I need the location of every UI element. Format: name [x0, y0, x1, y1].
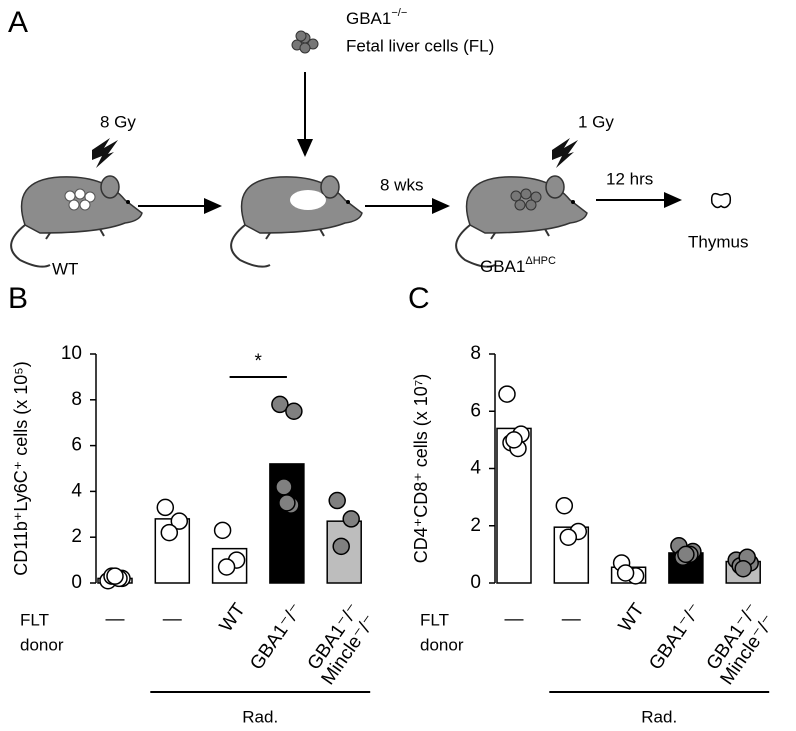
radiation-icon — [92, 138, 118, 168]
interval-label: 8 wks — [380, 175, 423, 194]
donor-label: GBA1−/− — [346, 7, 407, 29]
mouse-icon — [10, 175, 143, 268]
group-label: Rad. — [641, 707, 677, 726]
row-label: donor — [20, 635, 64, 654]
y-tick-label: 8 — [470, 343, 481, 364]
y-tick-label: 0 — [71, 572, 82, 593]
y-tick-label: 8 — [71, 389, 82, 410]
panel-label: A — [8, 6, 28, 39]
donor-cells: Fetal liver cells (FL) — [346, 36, 494, 55]
x-tick-label: — — [163, 609, 182, 630]
row-label: FLT — [420, 610, 449, 629]
y-tick-label: 6 — [71, 435, 82, 456]
chart-panel: B CD11b⁺Ly6C⁺ cells (x 10⁵) 0 2 4 6 8 10 — — WTGBA… — [8, 282, 381, 727]
recipient-label: WT — [52, 259, 78, 278]
data-point — [332, 537, 350, 556]
y-tick-label: 2 — [71, 526, 82, 547]
significance-label: * — [255, 351, 263, 372]
data-point — [213, 521, 232, 540]
data-point — [271, 395, 289, 414]
cells-icon — [510, 188, 542, 211]
data-point — [505, 431, 523, 449]
row-label: donor — [420, 635, 464, 654]
y-tick-label: 10 — [61, 343, 82, 364]
cells-icon — [290, 190, 326, 210]
x-tick-label: GBA1⁻/⁻ — [645, 600, 706, 674]
dose-label: 1 Gy — [578, 112, 614, 131]
data-point — [285, 402, 303, 420]
interval-label: 12 hrs — [606, 169, 653, 188]
model-label: GBA1ΔHPC — [480, 255, 556, 277]
data-point — [160, 523, 179, 542]
data-point — [278, 494, 296, 512]
data-point — [677, 545, 695, 564]
panel-label: B — [8, 282, 28, 315]
data-point — [217, 558, 236, 576]
row-label: FLT — [20, 610, 49, 629]
data-point — [616, 564, 635, 582]
y-axis-label: CD11b⁺Ly6C⁺ cells (x 10⁵) — [11, 361, 31, 576]
data-point — [170, 512, 189, 530]
data-point — [559, 528, 578, 546]
dose-label: 8 Gy — [100, 112, 136, 131]
data-point — [275, 478, 293, 496]
organ-label: Thymus — [688, 232, 748, 251]
x-tick-label: WT — [615, 599, 649, 636]
x-tick-label: GBA1⁻/⁻ — [246, 600, 307, 674]
thymus-icon — [710, 192, 732, 209]
cells-icon — [64, 188, 96, 211]
y-tick-label: 4 — [470, 458, 481, 479]
mouse-icon — [455, 175, 588, 268]
panel-label: C — [408, 282, 430, 315]
x-tick-label: — — [106, 609, 125, 630]
y-tick-label: 4 — [71, 480, 82, 501]
y-tick-label: 6 — [470, 400, 481, 421]
data-point — [328, 491, 346, 510]
data-point — [156, 498, 175, 517]
data-point — [342, 510, 360, 528]
data-point — [106, 567, 124, 585]
panel-a: A GBA1−/− Fetal liver cells (FL) 8 Gy 8 … — [8, 6, 748, 279]
x-tick-label: — — [505, 609, 524, 630]
group-label: Rad. — [242, 707, 278, 726]
data-point — [498, 385, 516, 403]
mouse-icon — [230, 175, 363, 268]
x-tick-label: — — [562, 609, 581, 630]
radiation-icon — [552, 138, 578, 168]
x-tick-label: WT — [216, 599, 250, 636]
y-tick-label: 2 — [470, 515, 481, 536]
data-point — [734, 559, 752, 578]
data-point — [555, 496, 574, 515]
y-tick-label: 0 — [470, 572, 481, 593]
cell-cluster-icon — [291, 30, 319, 54]
y-axis-label: CD4⁺CD8⁺ cells (x 10⁷) — [411, 374, 431, 564]
